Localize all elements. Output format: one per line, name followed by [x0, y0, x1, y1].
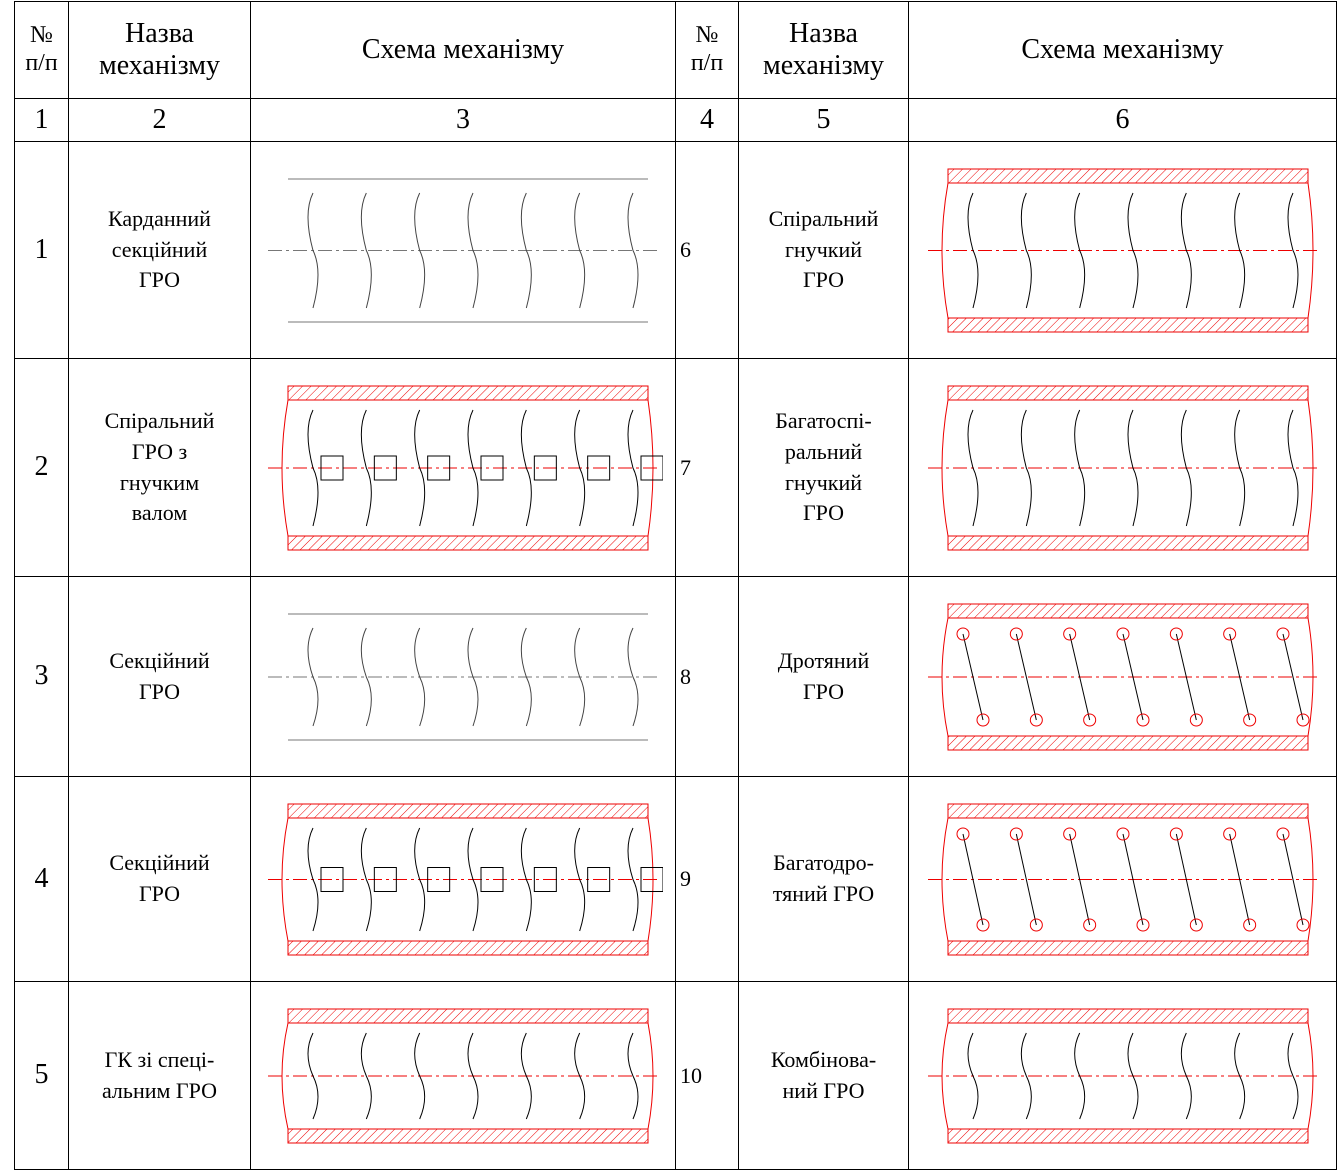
text-line: п/п: [15, 50, 68, 78]
schematic: [923, 989, 1323, 1163]
text-line: Дротяний: [739, 646, 908, 677]
text-line: Схема механізму: [909, 34, 1336, 66]
text-line: Секційний: [69, 646, 250, 677]
row-number: 10: [676, 982, 739, 1170]
row-number: 8: [676, 577, 739, 777]
text-line: гнучким: [69, 468, 250, 499]
text-line: валом: [69, 498, 250, 529]
column-number: 2: [69, 99, 251, 142]
mechanism-name: Комбінова-ний ГРО: [739, 982, 909, 1170]
column-number: 5: [739, 99, 909, 142]
text-line: механізму: [739, 50, 908, 82]
schematic-cell: [909, 359, 1337, 577]
schematic-cell: [909, 982, 1337, 1170]
schematic: [263, 584, 663, 770]
page: №п/пНазвамеханізмуСхема механізму№п/пНаз…: [0, 0, 1338, 1171]
text-line: Назва: [69, 18, 250, 50]
text-line: ГРО: [739, 677, 908, 708]
text-line: Карданний: [69, 204, 250, 235]
schematic: [923, 366, 1323, 570]
row-number: 5: [15, 982, 69, 1170]
row-number: 3: [15, 577, 69, 777]
text-line: №: [15, 22, 68, 50]
text-line: гнучкий: [739, 235, 908, 266]
column-number: 4: [676, 99, 739, 142]
text-line: Схема механізму: [251, 34, 675, 66]
schematic-cell: [251, 359, 676, 577]
text-line: секційний: [69, 235, 250, 266]
text-line: Спіральний: [739, 204, 908, 235]
row-number: 6: [676, 142, 739, 359]
text-line: Секційний: [69, 848, 250, 879]
text-line: Багатодро-: [739, 848, 908, 879]
mechanism-name: ГК зі спеці-альним ГРО: [69, 982, 251, 1170]
schematic: [263, 784, 663, 975]
text-line: п/п: [676, 50, 738, 78]
column-number: 3: [251, 99, 676, 142]
text-line: гнучкий: [739, 468, 908, 499]
text-line: №: [676, 22, 738, 50]
schematic-cell: [909, 577, 1337, 777]
text-line: Багатоспі-: [739, 406, 908, 437]
row-number: 2: [15, 359, 69, 577]
mechanism-name: Багатодро-тяний ГРО: [739, 777, 909, 982]
schematic-cell: [909, 142, 1337, 359]
text-line: ральний: [739, 437, 908, 468]
text-line: ГРО: [739, 498, 908, 529]
text-line: ГРО: [739, 265, 908, 296]
row-number: 4: [15, 777, 69, 982]
row-number: 7: [676, 359, 739, 577]
column-number: 6: [909, 99, 1337, 142]
text-line: ГРО: [69, 879, 250, 910]
row-number: 1: [15, 142, 69, 359]
schematic: [263, 989, 663, 1163]
schematic: [923, 149, 1323, 352]
schematic-cell: [251, 982, 676, 1170]
text-line: Комбінова-: [739, 1045, 908, 1076]
text-line: тяний ГРО: [739, 879, 908, 910]
row-number: 9: [676, 777, 739, 982]
text-line: ГК зі спеці-: [69, 1045, 250, 1076]
text-line: ний ГРО: [739, 1076, 908, 1107]
schematic: [923, 584, 1323, 770]
schematic-cell: [251, 142, 676, 359]
schematic-cell: [909, 777, 1337, 982]
text-line: альним ГРО: [69, 1076, 250, 1107]
schematic-cell: [251, 777, 676, 982]
schematic: [923, 784, 1323, 975]
schematic: [263, 149, 663, 352]
column-number: 1: [15, 99, 69, 142]
text-line: механізму: [69, 50, 250, 82]
text-line: Назва: [739, 18, 908, 50]
text-line: ГРО з: [69, 437, 250, 468]
text-line: ГРО: [69, 265, 250, 296]
schematic-cell: [251, 577, 676, 777]
header-cell: Схема механізму: [909, 2, 1337, 99]
header-cell: Схема механізму: [251, 2, 676, 99]
text-line: ГРО: [69, 677, 250, 708]
text-line: Спіральний: [69, 406, 250, 437]
schematic: [263, 366, 663, 570]
